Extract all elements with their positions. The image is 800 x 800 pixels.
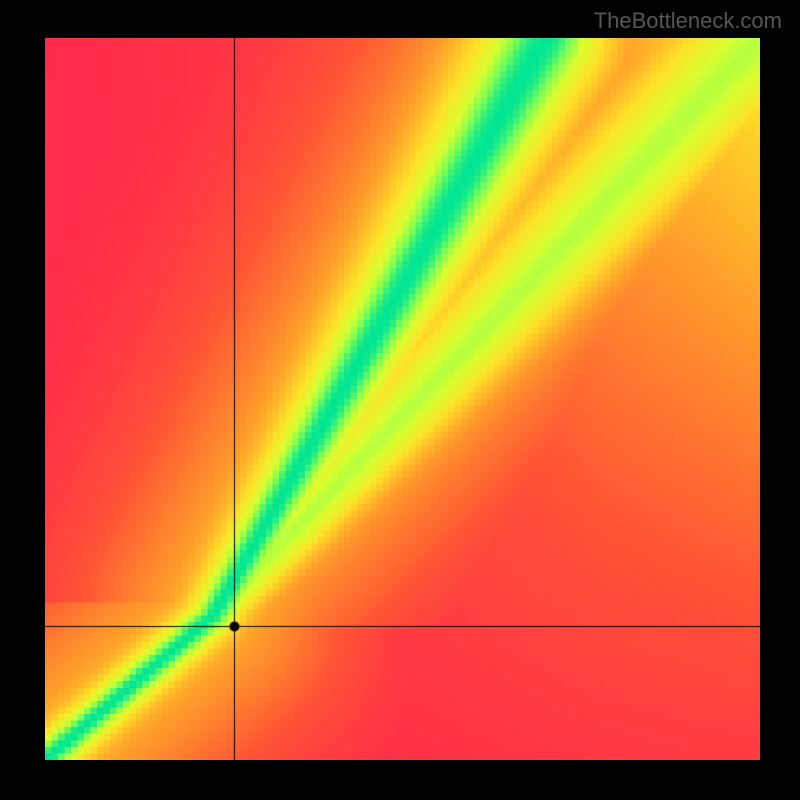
watermark-text: TheBottleneck.com [594,8,782,34]
chart-container: { "watermark": "TheBottleneck.com", "can… [0,0,800,800]
overlay-canvas [45,38,760,760]
